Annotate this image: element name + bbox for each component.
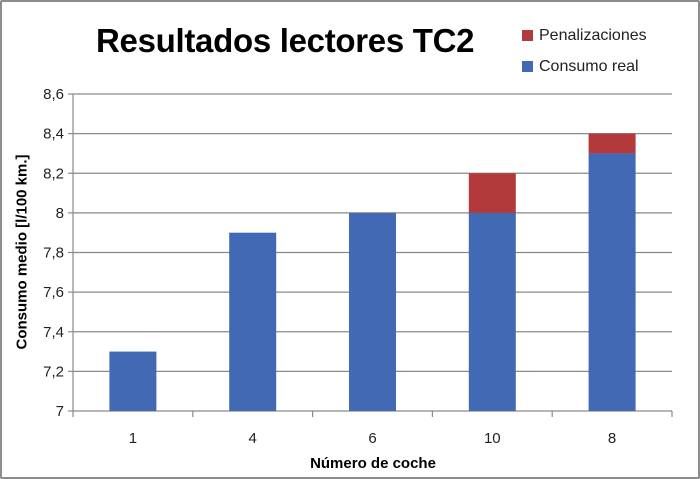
y-tick-label: 8	[56, 205, 64, 222]
x-tick-label: 1	[129, 430, 137, 447]
bar-segment	[468, 212, 516, 411]
x-tick-label: 4	[249, 430, 257, 447]
x-tick-label: 10	[484, 430, 501, 447]
y-tick-label: 7,8	[43, 245, 64, 262]
x-axis-label: Número de coche	[310, 455, 436, 472]
legend-item-penalizaciones: Penalizaciones	[522, 20, 647, 51]
y-tick-label: 8,2	[43, 165, 64, 182]
y-tick-label: 8,4	[43, 126, 64, 143]
y-tick-label: 8,6	[43, 86, 64, 103]
bar-segment	[588, 133, 636, 154]
x-tick-label: 8	[608, 430, 616, 447]
y-axis-label-text: Consumo medio [l/100 km.]	[13, 154, 31, 350]
legend-swatch-red	[522, 30, 533, 41]
legend-label: Penalizaciones	[539, 26, 647, 44]
chart-title: Resultados lectores TC2	[96, 22, 475, 59]
bar-segment	[349, 212, 396, 411]
bar-segment	[109, 351, 157, 411]
y-tick-label: 7,4	[43, 324, 64, 341]
y-tick-label: 7,2	[43, 363, 64, 380]
bar-segment	[468, 173, 516, 213]
y-tick-label: 7	[56, 403, 64, 420]
legend-swatch-blue	[522, 61, 533, 72]
legend-label: Consumo real	[539, 57, 639, 75]
x-tick-label: 6	[368, 430, 376, 447]
legend-item-consumo-real: Consumo real	[522, 51, 647, 82]
y-tick-label: 7,6	[43, 284, 64, 301]
legend: Penalizaciones Consumo real	[522, 20, 647, 82]
bar-segment	[229, 232, 277, 411]
bar-segment	[588, 153, 636, 411]
